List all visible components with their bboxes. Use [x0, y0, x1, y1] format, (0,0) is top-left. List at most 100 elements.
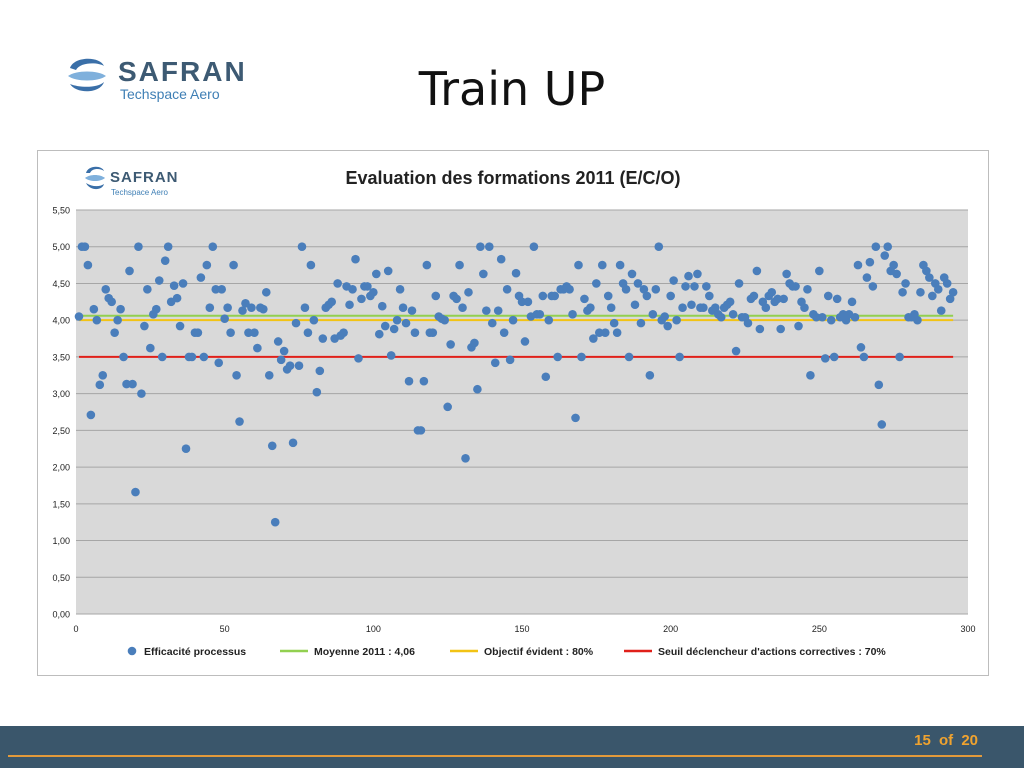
- legend-marker: [127, 646, 137, 656]
- data-point: [470, 338, 479, 348]
- data-point: [116, 304, 125, 314]
- scatter-chart: SAFRAN Techspace Aero Evaluation des forma…: [52, 166, 976, 658]
- data-point: [779, 294, 788, 304]
- data-point: [627, 269, 637, 279]
- data-point: [645, 370, 655, 380]
- legend-label: Seuil déclencheur d'actions correctives …: [658, 646, 886, 658]
- footer-bar: [0, 726, 1024, 768]
- page-total: 20: [961, 732, 978, 749]
- data-point: [395, 285, 405, 294]
- data-point: [862, 273, 872, 282]
- data-point: [419, 376, 429, 386]
- data-point: [699, 303, 708, 312]
- data-point: [615, 260, 625, 270]
- data-point: [800, 303, 809, 312]
- data-point: [250, 328, 259, 337]
- footer-accent-line: [8, 755, 982, 757]
- data-point: [812, 312, 821, 322]
- data-point: [461, 453, 470, 463]
- data-point: [895, 352, 904, 362]
- data-point: [291, 318, 301, 328]
- data-point: [279, 346, 289, 356]
- data-point: [639, 285, 649, 294]
- data-point: [107, 297, 116, 307]
- data-point: [128, 379, 137, 389]
- data-point: [92, 315, 102, 325]
- data-point: [868, 282, 878, 291]
- data-point: [574, 260, 583, 270]
- data-point: [520, 337, 530, 346]
- data-point: [820, 354, 830, 363]
- data-point: [479, 269, 488, 279]
- data-point: [312, 387, 322, 397]
- data-point: [803, 285, 812, 294]
- safran-swoosh-icon: [68, 58, 106, 92]
- data-point: [297, 242, 307, 252]
- data-point: [232, 370, 241, 380]
- data-point: [874, 380, 884, 390]
- data-point: [687, 300, 696, 310]
- data-point: [916, 287, 925, 297]
- data-point: [850, 312, 860, 322]
- data-point: [389, 324, 399, 334]
- y-tick-label: 5,00: [52, 242, 70, 252]
- data-point: [383, 266, 393, 276]
- data-point: [300, 303, 310, 312]
- y-tick-label: 0,00: [52, 610, 70, 620]
- data-point: [942, 279, 952, 288]
- data-point: [499, 328, 509, 337]
- data-point: [473, 384, 482, 394]
- data-point: [202, 260, 212, 270]
- data-point: [666, 291, 675, 301]
- data-point: [595, 328, 604, 337]
- data-point: [597, 260, 607, 270]
- x-tick-label: 0: [73, 624, 78, 634]
- data-point: [357, 294, 366, 304]
- data-point: [386, 351, 396, 360]
- data-point: [826, 315, 836, 325]
- data-point: [883, 242, 893, 252]
- data-point: [98, 370, 108, 380]
- data-point: [86, 410, 96, 420]
- legend-label: Objectif évident : 80%: [484, 646, 594, 658]
- data-point: [538, 291, 548, 301]
- data-point: [80, 242, 90, 252]
- data-point: [734, 279, 744, 288]
- data-point: [306, 260, 316, 270]
- page-of-label: of: [938, 732, 954, 749]
- data-point: [484, 242, 494, 252]
- data-point: [749, 291, 759, 301]
- data-point: [752, 266, 762, 276]
- chart-logo-swoosh-icon: [86, 166, 104, 173]
- data-point: [196, 273, 206, 282]
- data-point: [169, 281, 179, 290]
- page-indicator: 15 of 20: [910, 732, 978, 749]
- data-point: [502, 285, 512, 294]
- logo-brand-text: SAFRAN: [118, 56, 247, 87]
- data-point: [288, 438, 298, 448]
- data-point: [181, 444, 191, 454]
- data-point: [829, 352, 839, 362]
- x-tick-label: 300: [960, 624, 975, 634]
- data-point: [229, 260, 238, 270]
- data-point: [609, 318, 619, 328]
- data-point: [654, 242, 664, 252]
- data-point: [767, 287, 777, 297]
- data-point: [74, 312, 84, 321]
- data-point: [446, 340, 455, 349]
- data-point: [648, 310, 658, 319]
- data-point: [285, 361, 295, 371]
- data-point: [140, 321, 149, 331]
- data-point: [675, 352, 684, 362]
- data-point: [603, 291, 613, 301]
- data-point: [892, 269, 901, 279]
- data-point: [773, 294, 783, 304]
- data-point: [517, 297, 527, 307]
- data-point: [612, 328, 622, 337]
- data-point: [865, 257, 875, 267]
- data-point: [853, 260, 863, 270]
- data-point: [702, 282, 711, 291]
- data-point: [880, 251, 890, 260]
- data-point: [592, 279, 601, 288]
- data-point: [431, 291, 441, 301]
